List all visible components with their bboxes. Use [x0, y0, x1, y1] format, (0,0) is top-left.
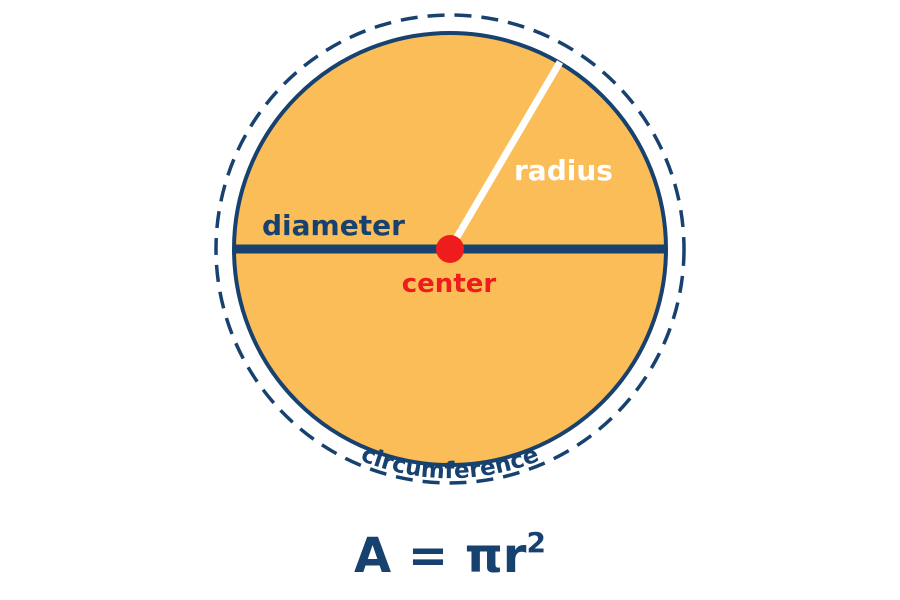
- area-formula-base: A = πr: [354, 528, 527, 584]
- diameter-label: diameter: [262, 209, 405, 242]
- radius-label: radius: [514, 154, 613, 187]
- area-formula: A = πr2: [0, 526, 900, 586]
- center-point: [436, 235, 464, 263]
- circumference-ring: [214, 13, 686, 485]
- radius-line: [446, 60, 564, 251]
- center-label: center: [402, 269, 497, 299]
- area-formula-exponent: 2: [526, 526, 546, 559]
